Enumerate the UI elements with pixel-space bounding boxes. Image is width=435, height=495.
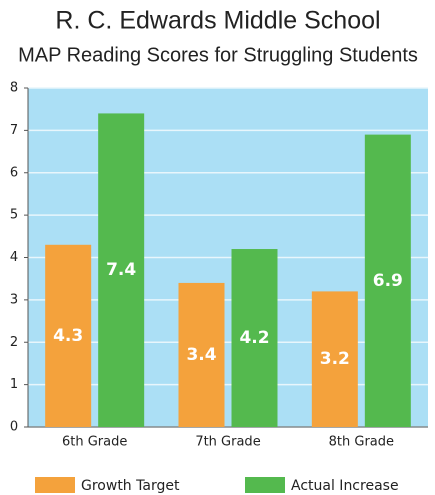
y-tick-label: 8 [10,81,18,96]
legend-swatch [35,477,75,493]
bar [364,134,411,428]
legend-label: Actual Increase [291,478,399,494]
bar [178,282,225,427]
chart-title: R. C. Edwards Middle School [55,7,380,35]
x-tick-label: 8th Grade [329,435,394,450]
y-tick-label: 6 [10,165,18,180]
bar [311,291,358,427]
bar [231,249,278,427]
data-label: 3.4 [186,345,216,365]
data-label: 3.2 [320,349,350,369]
data-label: 7.4 [106,260,136,280]
legend-label: Growth Target [81,478,180,494]
y-tick-label: 3 [10,292,18,307]
y-tick-label: 2 [10,335,18,350]
bar [45,244,92,427]
y-tick-label: 5 [10,208,18,223]
bar [98,113,145,428]
x-tick-label: 7th Grade [195,435,260,450]
data-label: 6.9 [373,271,403,291]
legend-swatch [245,477,285,493]
x-tick-label: 6th Grade [62,435,127,450]
data-label: 4.3 [53,326,83,346]
y-tick-label: 7 [10,123,18,138]
y-tick-label: 4 [10,250,18,265]
chart-subtitle: MAP Reading Scores for Struggling Studen… [18,44,418,66]
data-label: 4.2 [239,328,269,348]
y-tick-label: 1 [10,377,18,392]
y-tick-label: 0 [10,420,18,435]
